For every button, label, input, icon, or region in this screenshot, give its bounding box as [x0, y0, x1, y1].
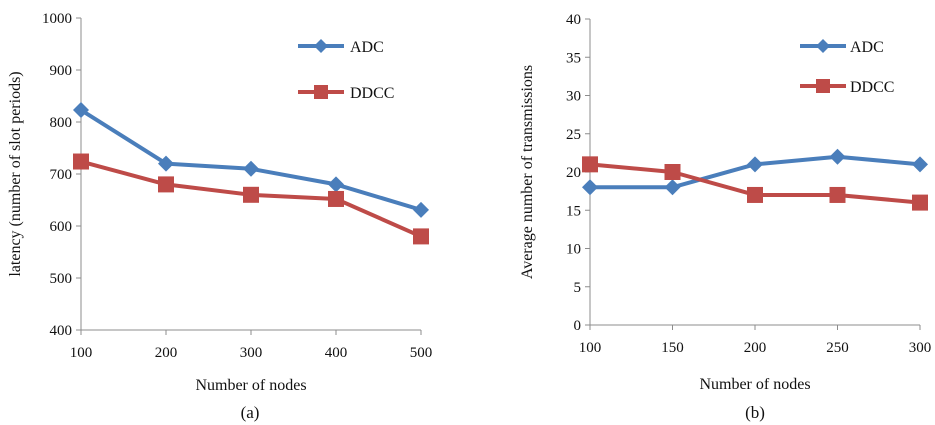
data-point-ddcc: [664, 164, 681, 180]
legend-marker-ddcc: [314, 85, 328, 99]
data-point-adc: [829, 148, 846, 165]
y-tick-label: 20: [566, 165, 581, 181]
x-tick-label: 250: [826, 340, 849, 356]
legend-label-ddcc: DDCC: [350, 85, 394, 102]
x-tick-label: 150: [661, 340, 684, 356]
data-point-ddcc: [158, 176, 174, 193]
legend-marker-adc: [314, 39, 328, 53]
data-point-ddcc: [582, 156, 598, 173]
y-tick-label: 600: [50, 219, 73, 235]
data-point-ddcc: [747, 186, 763, 203]
data-point-adc: [912, 156, 928, 173]
data-point-adc: [747, 156, 763, 173]
data-point-ddcc: [413, 228, 429, 245]
data-point-ddcc: [829, 186, 846, 203]
panel-label-a: (a): [241, 403, 260, 422]
y-tick-label: 35: [566, 50, 581, 66]
y-tick-label: 25: [566, 127, 581, 143]
x-tick-label: 100: [70, 345, 93, 361]
chart-panel-b: 0 5 10 15 20 25 30 35 40 100 150 200 250 300 Number of…: [519, 12, 931, 422]
data-point-adc: [413, 201, 429, 218]
data-point-adc: [664, 179, 681, 196]
x-tick-label: 200: [155, 345, 178, 361]
x-axis-title: Number of nodes: [195, 377, 306, 394]
y-tick-label: 10: [566, 242, 581, 258]
y-axis-title: latency (number of slot periods): [7, 71, 24, 276]
y-tick-label: 900: [50, 63, 73, 79]
y-tick-label: 700: [50, 167, 73, 183]
chart-panel-a: 400 500 600 700 800 900 1000 100 200 300 400 500 Num…: [7, 11, 432, 422]
data-point-ddcc: [328, 190, 344, 207]
x-tick-label: 100: [579, 340, 602, 356]
y-tick-label: 0: [574, 318, 582, 334]
data-point-adc: [158, 155, 174, 172]
data-point-adc: [73, 102, 89, 119]
y-tick-label: 800: [50, 115, 73, 131]
panel-label-b: (b): [745, 403, 765, 422]
legend-label-adc: ADC: [850, 39, 884, 56]
y-tick-label: 40: [566, 12, 581, 28]
y-axis-title: Average number of transmissions: [519, 65, 536, 279]
data-point-adc: [582, 179, 598, 196]
x-tick-label: 200: [744, 340, 767, 356]
data-point-adc: [243, 160, 259, 177]
y-tick-label: 400: [50, 323, 73, 339]
x-tick-label: 400: [325, 345, 348, 361]
data-point-ddcc: [73, 153, 89, 170]
legend-label-adc: ADC: [350, 39, 384, 56]
x-tick-label: 300: [240, 345, 263, 361]
y-tick-label: 500: [50, 271, 73, 287]
y-tick-label: 15: [566, 203, 581, 219]
legend-marker-ddcc: [816, 79, 830, 93]
x-tick-label: 300: [909, 340, 932, 356]
y-tick-label: 5: [574, 280, 582, 296]
data-point-ddcc: [912, 194, 928, 211]
y-tick-label: 30: [566, 89, 581, 105]
x-axis-title: Number of nodes: [699, 376, 810, 393]
legend-label-ddcc: DDCC: [850, 79, 894, 96]
y-tick-label: 1000: [42, 11, 72, 27]
x-tick-label: 500: [410, 345, 433, 361]
data-point-adc: [328, 176, 344, 193]
legend-marker-adc: [816, 39, 830, 53]
data-point-ddcc: [243, 186, 259, 203]
